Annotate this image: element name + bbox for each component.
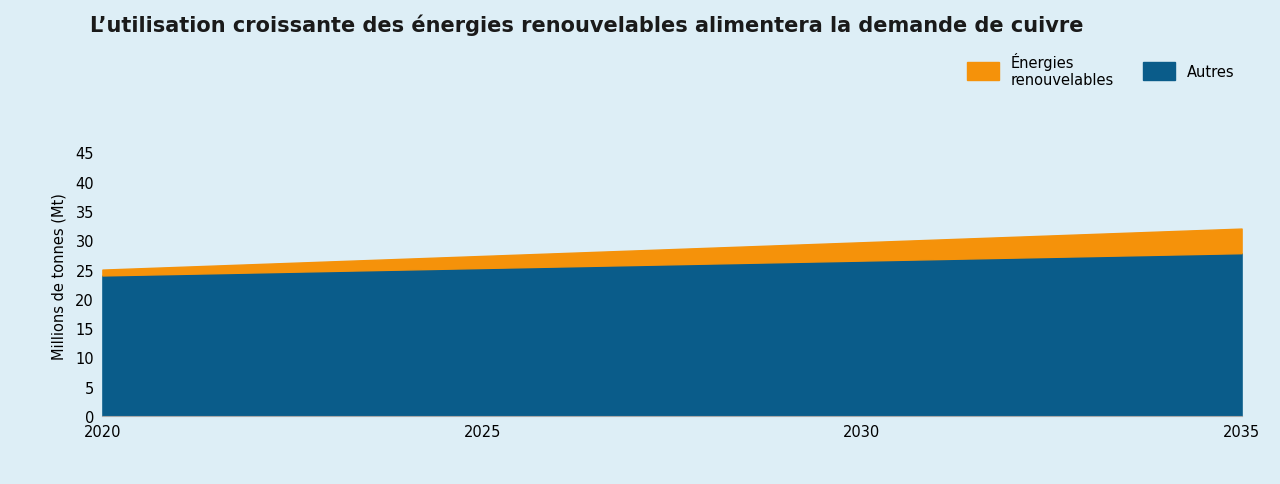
Y-axis label: Millions de tonnes (Mt): Millions de tonnes (Mt) [52,193,67,359]
Legend: Énergies
renouvelables, Autres: Énergies renouvelables, Autres [966,53,1234,88]
Text: L’utilisation croissante des énergies renouvelables alimentera la demande de cui: L’utilisation croissante des énergies re… [90,15,1083,36]
